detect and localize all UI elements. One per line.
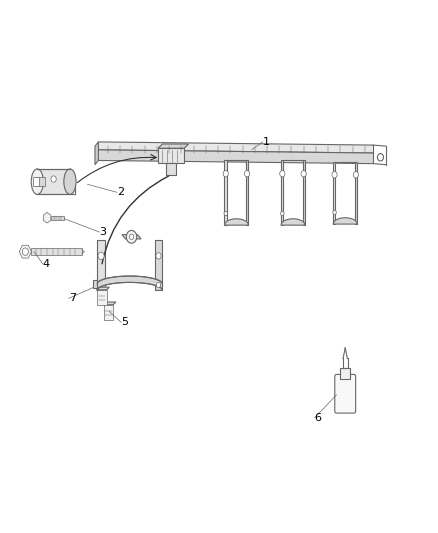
Circle shape <box>301 171 306 177</box>
Polygon shape <box>303 160 305 225</box>
Circle shape <box>156 282 161 288</box>
Polygon shape <box>93 280 97 288</box>
FancyBboxPatch shape <box>35 177 45 187</box>
FancyBboxPatch shape <box>340 368 350 378</box>
Ellipse shape <box>31 169 43 195</box>
Polygon shape <box>158 148 184 163</box>
FancyBboxPatch shape <box>104 305 113 319</box>
Polygon shape <box>246 160 248 225</box>
Polygon shape <box>166 163 177 175</box>
Polygon shape <box>97 287 110 290</box>
Circle shape <box>353 172 358 178</box>
Circle shape <box>244 171 250 177</box>
Polygon shape <box>281 219 305 225</box>
Text: 4: 4 <box>43 259 50 269</box>
Text: 7: 7 <box>69 293 76 303</box>
FancyBboxPatch shape <box>97 290 107 305</box>
Circle shape <box>281 212 284 216</box>
Circle shape <box>332 172 337 178</box>
Polygon shape <box>19 245 32 258</box>
Polygon shape <box>37 169 70 195</box>
Polygon shape <box>333 218 357 224</box>
Polygon shape <box>224 160 226 225</box>
Polygon shape <box>355 161 357 224</box>
Polygon shape <box>122 235 141 239</box>
Text: 1: 1 <box>262 137 269 147</box>
Polygon shape <box>333 161 336 224</box>
Text: 3: 3 <box>99 227 106 237</box>
Ellipse shape <box>64 169 76 195</box>
Polygon shape <box>99 150 374 164</box>
Polygon shape <box>95 142 99 165</box>
Polygon shape <box>158 144 188 148</box>
Polygon shape <box>104 302 116 305</box>
FancyBboxPatch shape <box>33 177 39 186</box>
Polygon shape <box>99 142 374 153</box>
Circle shape <box>126 230 137 243</box>
Polygon shape <box>97 240 105 290</box>
Text: 5: 5 <box>121 317 128 327</box>
Circle shape <box>51 176 56 182</box>
Polygon shape <box>155 240 162 290</box>
Text: 2: 2 <box>117 187 124 197</box>
Circle shape <box>22 248 28 255</box>
Circle shape <box>98 252 104 260</box>
Polygon shape <box>97 276 162 290</box>
Circle shape <box>280 171 285 177</box>
Circle shape <box>333 211 336 215</box>
Polygon shape <box>224 219 248 225</box>
Circle shape <box>129 234 134 239</box>
FancyBboxPatch shape <box>51 216 64 220</box>
Circle shape <box>156 253 161 259</box>
Circle shape <box>224 212 227 216</box>
Circle shape <box>223 171 228 177</box>
Polygon shape <box>43 213 51 223</box>
FancyBboxPatch shape <box>32 248 82 255</box>
FancyBboxPatch shape <box>335 374 356 413</box>
Circle shape <box>378 154 384 161</box>
Text: 6: 6 <box>315 413 322 423</box>
Polygon shape <box>281 160 283 225</box>
